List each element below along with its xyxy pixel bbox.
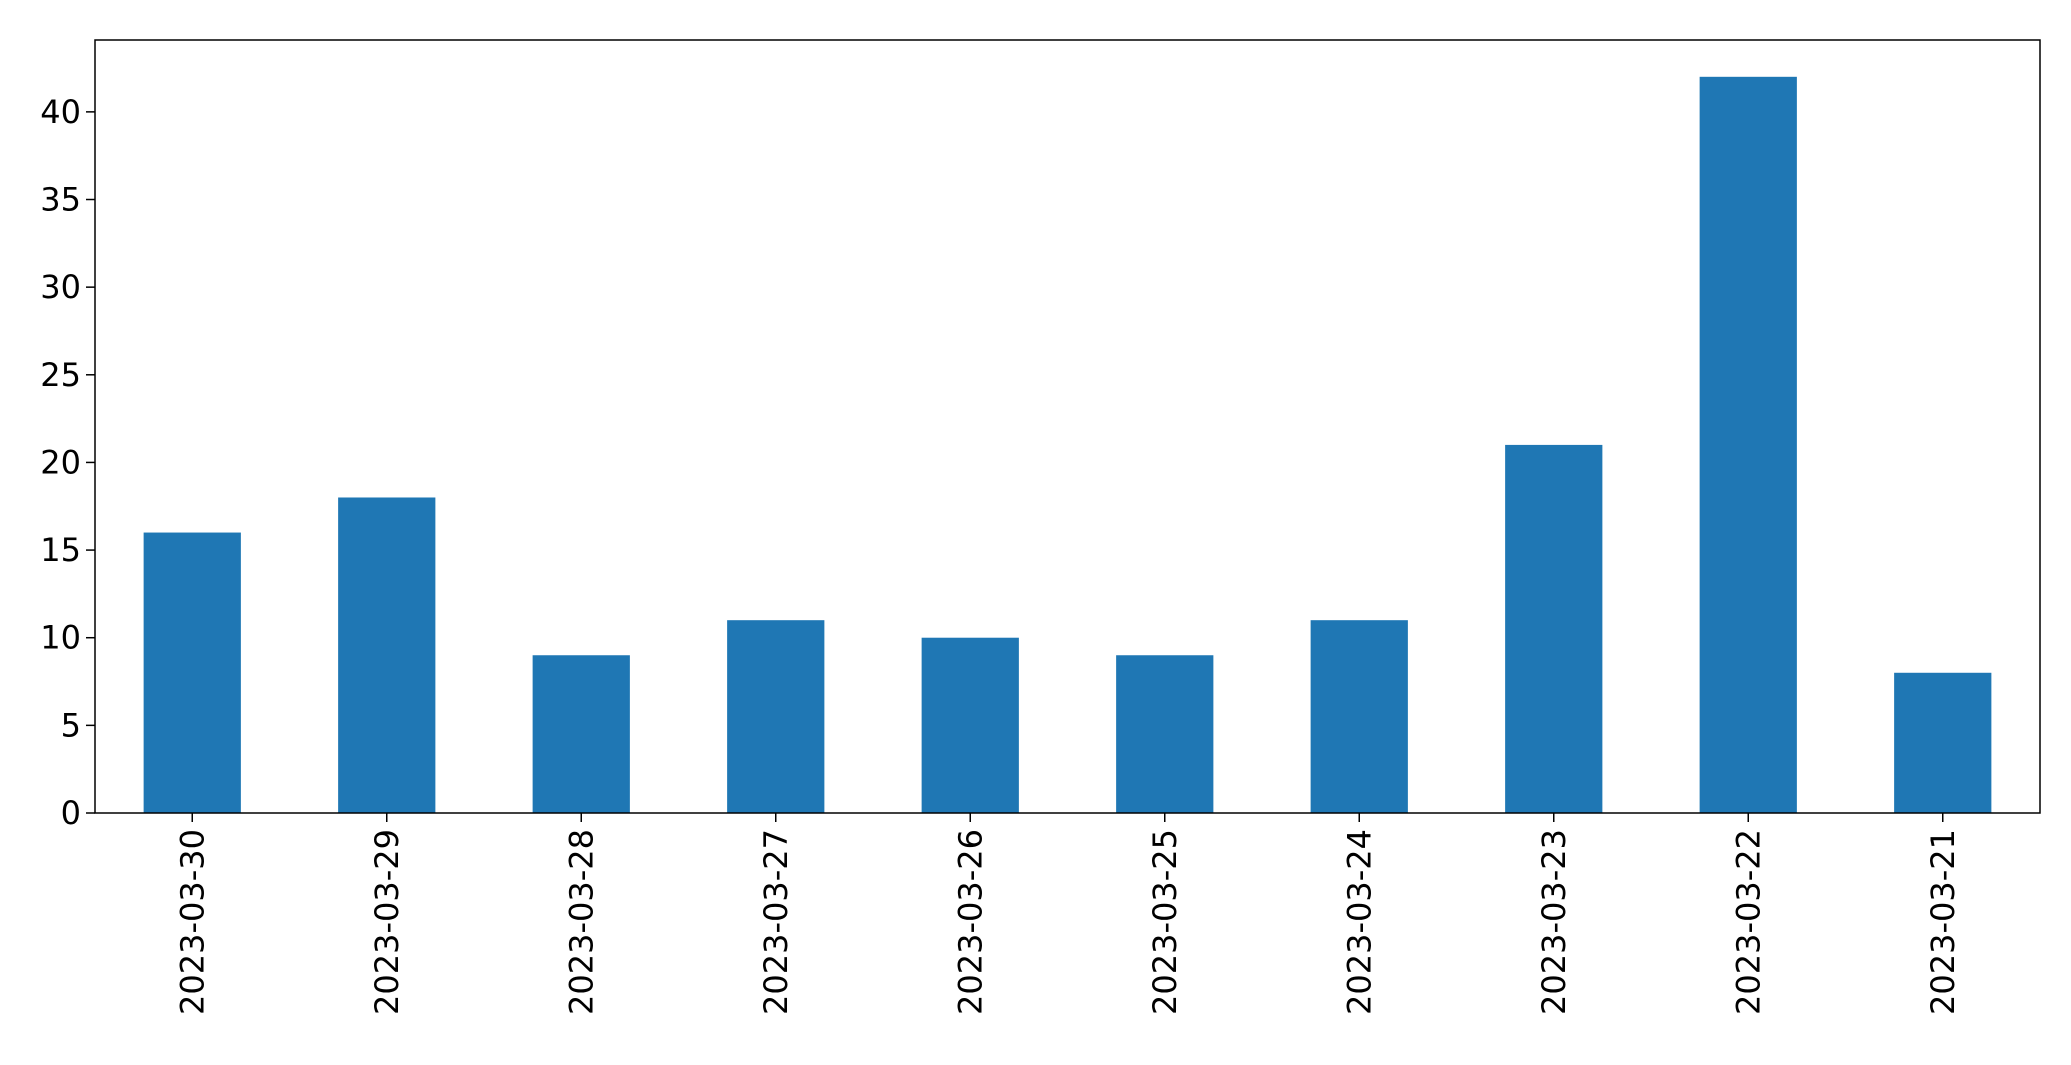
bar-2023-03-26 bbox=[921, 637, 1019, 813]
bar-2023-03-22 bbox=[1699, 76, 1797, 814]
x-tick-label: 2023-03-23 bbox=[1535, 829, 1573, 1015]
y-tick-label: 10 bbox=[40, 619, 81, 657]
x-tick-label: 2023-03-24 bbox=[1340, 829, 1378, 1015]
y-tick-label: 0 bbox=[61, 794, 81, 832]
x-axis: 2023-03-30 2023-03-29 2023-03-28 2023-03-27… bbox=[173, 813, 1962, 1015]
x-tick-label: 2023-03-21 bbox=[1924, 829, 1962, 1015]
x-tick-label: 2023-03-30 bbox=[173, 829, 211, 1015]
x-tick-label: 2023-03-26 bbox=[951, 829, 989, 1015]
y-tick-label: 20 bbox=[40, 443, 81, 481]
bars-group bbox=[143, 76, 1992, 814]
y-tick-label: 25 bbox=[40, 356, 81, 394]
x-tick-label: 2023-03-27 bbox=[757, 829, 795, 1015]
y-tick-label: 15 bbox=[40, 531, 81, 569]
bar-2023-03-28 bbox=[532, 655, 630, 813]
y-tick-label: 5 bbox=[61, 706, 81, 744]
bar-2023-03-29 bbox=[338, 497, 436, 813]
bar-2023-03-23 bbox=[1505, 444, 1603, 813]
plot-frame bbox=[94, 39, 2041, 814]
x-tick-label: 2023-03-22 bbox=[1729, 829, 1767, 1015]
bar-2023-03-30 bbox=[143, 532, 241, 813]
y-axis: 0 5 10 15 20 25 30 35 40 bbox=[40, 93, 95, 832]
bar-2023-03-27 bbox=[727, 620, 825, 813]
y-tick-label: 40 bbox=[40, 93, 81, 131]
bar-2023-03-25 bbox=[1116, 655, 1214, 813]
y-tick-label: 30 bbox=[40, 268, 81, 306]
y-tick-label: 35 bbox=[40, 181, 81, 219]
x-tick-label: 2023-03-29 bbox=[368, 829, 406, 1015]
x-tick-label: 2023-03-28 bbox=[562, 829, 600, 1015]
bar-2023-03-24 bbox=[1310, 620, 1408, 813]
bar-2023-03-21 bbox=[1894, 672, 1992, 813]
x-tick-label: 2023-03-25 bbox=[1146, 829, 1184, 1015]
